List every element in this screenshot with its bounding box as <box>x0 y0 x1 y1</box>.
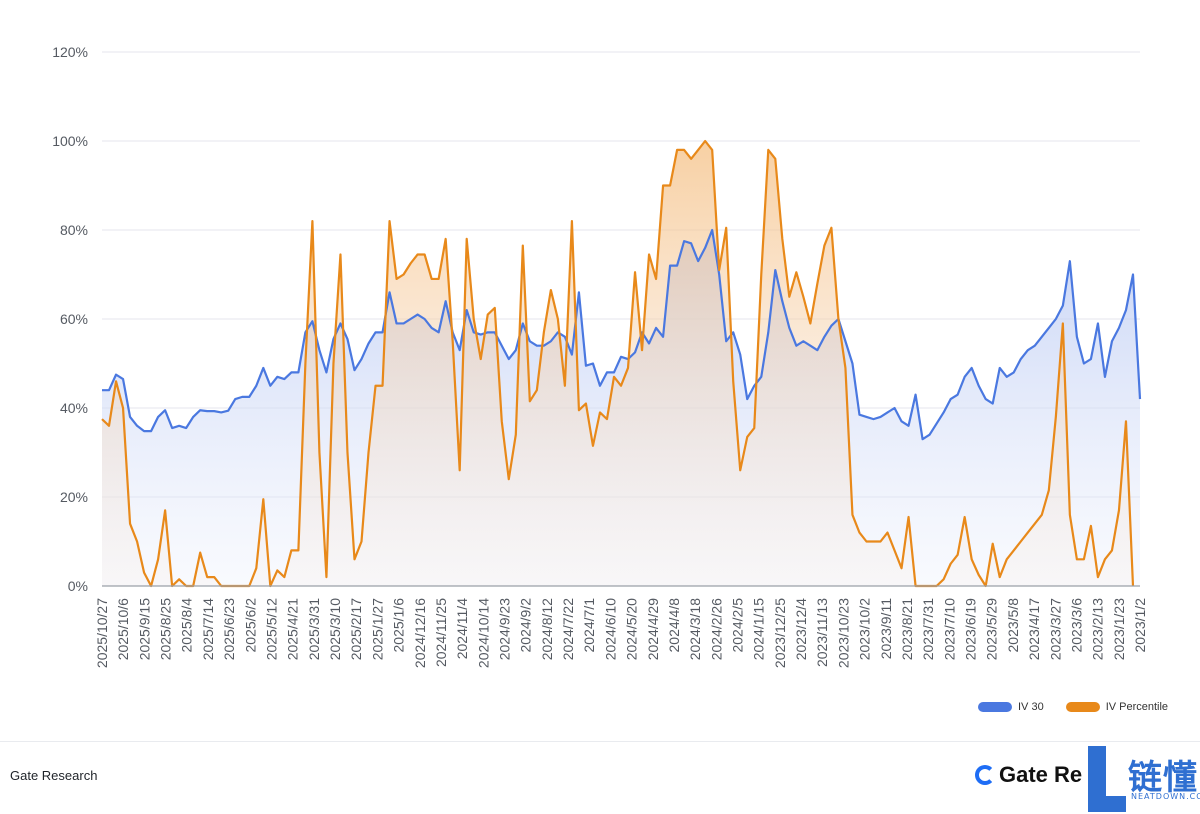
x-tick-label: 2024/4/8 <box>666 598 682 653</box>
y-tick-label: 60% <box>60 311 88 327</box>
x-tick-label: 2024/7/1 <box>581 598 597 653</box>
legend-label-iv-percentile: IV Percentile <box>1105 701 1169 713</box>
x-tick-label: 2024/7/22 <box>560 598 576 660</box>
watermark-mark-foot <box>1088 796 1126 812</box>
watermark-subtext: NEATDOWN.COM <box>1131 792 1200 801</box>
series-area-iv-percentile <box>102 141 1140 586</box>
x-tick-label: 2024/4/29 <box>645 598 661 660</box>
y-tick-label: 0% <box>68 578 88 594</box>
y-tick-label: 100% <box>52 133 88 149</box>
legend-swatch-iv30 <box>978 702 1012 712</box>
x-tick-label: 2023/5/29 <box>984 598 1000 660</box>
x-tick-label: 2024/2/26 <box>708 598 724 660</box>
x-tick-label: 2024/5/20 <box>624 598 640 660</box>
x-tick-label: 2024/2/5 <box>730 598 746 653</box>
x-tick-label: 2023/7/31 <box>920 598 936 660</box>
x-tick-label: 2023/11/13 <box>814 598 830 667</box>
series-line-iv30 <box>102 228 1142 441</box>
x-tick-label: 2024/1/15 <box>751 598 767 660</box>
x-tick-label: 2025/8/25 <box>158 598 174 660</box>
x-tick-label: 2025/3/10 <box>327 598 343 660</box>
y-tick-label: 40% <box>60 400 88 416</box>
y-tick-label: 120% <box>52 44 88 60</box>
x-tick-label: 2023/2/13 <box>1090 598 1106 660</box>
x-tick-label: 2023/10/23 <box>835 598 851 668</box>
brand-text: Gate Re <box>999 762 1083 787</box>
x-tick-label: 2023/1/2 <box>1132 598 1148 653</box>
x-tick-label: 2023/4/17 <box>1026 598 1042 660</box>
legend-item-iv30[interactable]: IV 30 <box>978 701 1044 713</box>
legend-swatch-iv-percentile <box>1065 702 1100 712</box>
x-tick-label: 2025/1/27 <box>369 598 385 660</box>
x-tick-label: 2023/8/21 <box>899 598 915 660</box>
x-tick-label: 2025/10/27 <box>94 598 110 668</box>
x-tick-label: 2025/3/31 <box>306 598 322 660</box>
x-tick-label: 2023/7/10 <box>941 598 957 660</box>
x-tick-label: 2025/6/23 <box>221 598 237 660</box>
legend-label-iv30: IV 30 <box>1018 701 1044 713</box>
x-tick-label: 2025/1/6 <box>391 598 407 653</box>
x-tick-label: 2025/2/17 <box>348 598 364 660</box>
x-tick-label: 2025/8/4 <box>179 598 195 653</box>
x-tick-label: 2023/12/4 <box>793 598 809 660</box>
x-axis: 2025/10/27 2025/10/6 2025/9/15 2025/8/25 202… <box>94 598 1148 668</box>
x-tick-label: 2023/3/27 <box>1047 598 1063 660</box>
watermark-mark-icon <box>1088 746 1106 812</box>
x-tick-label: 2025/6/2 <box>242 598 258 653</box>
x-tick-label: 2023/3/6 <box>1068 598 1084 653</box>
x-tick-label: 2024/3/18 <box>687 598 703 660</box>
x-tick-label: 2024/10/14 <box>475 598 491 668</box>
series-area <box>101 139 1142 588</box>
legend: IV 30 IV Percentile <box>978 701 1168 713</box>
x-tick-label: 2024/6/10 <box>602 598 618 660</box>
x-tick-label: 2023/5/8 <box>1005 598 1021 653</box>
x-tick-label: 2023/12/25 <box>772 598 788 668</box>
x-tick-label: 2025/5/12 <box>263 598 279 660</box>
x-tick-label: 2023/9/11 <box>878 598 894 659</box>
y-tick-label: 80% <box>60 222 88 238</box>
x-tick-label: 2024/8/12 <box>539 598 555 660</box>
x-tick-label: 2024/12/16 <box>412 598 428 668</box>
gate-logo-icon <box>975 765 995 785</box>
x-tick-label: 2023/6/19 <box>963 598 979 660</box>
y-tick-label: 20% <box>60 489 88 505</box>
y-axis: 0% 20% 40% 60% 80% 100% 120% <box>52 44 88 594</box>
footer-source: Gate Research <box>10 768 98 783</box>
x-tick-label: 2024/9/2 <box>518 598 534 653</box>
chart-canvas: 0%20%40%60%80%100%120% 2025/10/27 2025/10… <box>52 44 1148 668</box>
legend-item-iv-percentile[interactable]: IV Percentile <box>1065 701 1169 713</box>
brand-logo: Gate Re <box>975 762 1082 788</box>
x-tick-label: 2024/11/4 <box>454 598 470 659</box>
x-tick-label: 2023/1/23 <box>1111 598 1127 660</box>
x-tick-label: 2025/7/14 <box>200 598 216 660</box>
watermark-text: 链懂 <box>1128 758 1198 798</box>
x-tick-label: 2023/10/2 <box>857 598 873 660</box>
x-tick-label: 2025/4/21 <box>285 598 301 660</box>
watermark-logo: 链懂 NEATDOWN.COM <box>1086 744 1200 814</box>
x-tick-label: 2024/11/25 <box>433 598 449 667</box>
x-tick-label: 2025/10/6 <box>115 598 131 660</box>
series-line-iv-percentile <box>101 139 1135 588</box>
footer-divider <box>0 741 1200 742</box>
x-tick-label: 2025/9/15 <box>136 598 152 660</box>
x-tick-label: 2024/9/23 <box>496 598 512 660</box>
